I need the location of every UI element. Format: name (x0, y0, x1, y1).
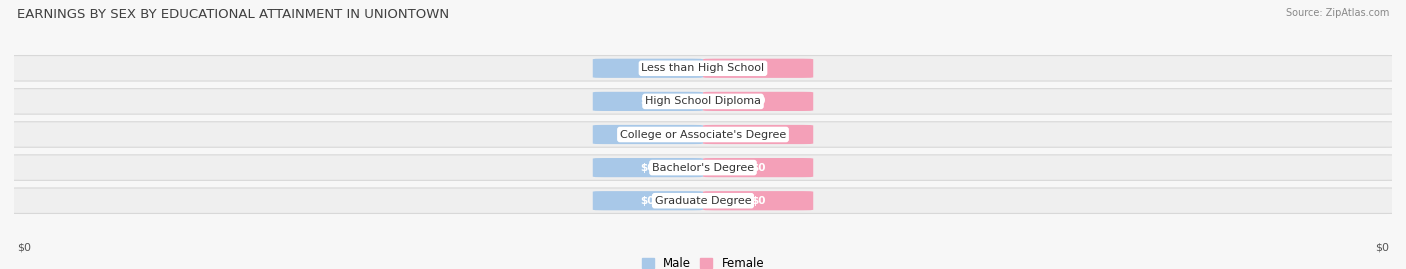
Text: Less than High School: Less than High School (641, 63, 765, 73)
FancyBboxPatch shape (0, 89, 1406, 114)
FancyBboxPatch shape (0, 188, 1406, 214)
Text: $0: $0 (751, 196, 765, 206)
Text: $0: $0 (1375, 243, 1389, 253)
Text: $0: $0 (17, 243, 31, 253)
Text: Source: ZipAtlas.com: Source: ZipAtlas.com (1285, 8, 1389, 18)
Legend: Male, Female: Male, Female (637, 253, 769, 269)
FancyBboxPatch shape (0, 55, 1406, 81)
FancyBboxPatch shape (593, 191, 703, 210)
FancyBboxPatch shape (703, 125, 813, 144)
Text: College or Associate's Degree: College or Associate's Degree (620, 129, 786, 140)
FancyBboxPatch shape (703, 92, 813, 111)
FancyBboxPatch shape (703, 59, 813, 78)
FancyBboxPatch shape (593, 158, 703, 177)
FancyBboxPatch shape (593, 125, 703, 144)
Text: $0: $0 (751, 162, 765, 173)
Text: Graduate Degree: Graduate Degree (655, 196, 751, 206)
Text: EARNINGS BY SEX BY EDUCATIONAL ATTAINMENT IN UNIONTOWN: EARNINGS BY SEX BY EDUCATIONAL ATTAINMEN… (17, 8, 449, 21)
Text: High School Diploma: High School Diploma (645, 96, 761, 107)
FancyBboxPatch shape (703, 158, 813, 177)
FancyBboxPatch shape (703, 191, 813, 210)
Text: $0: $0 (641, 129, 655, 140)
Text: $0: $0 (641, 63, 655, 73)
Text: $0: $0 (751, 96, 765, 107)
Text: $0: $0 (641, 96, 655, 107)
FancyBboxPatch shape (0, 122, 1406, 147)
FancyBboxPatch shape (593, 59, 703, 78)
Text: $0: $0 (751, 63, 765, 73)
FancyBboxPatch shape (0, 155, 1406, 180)
Text: $0: $0 (641, 196, 655, 206)
FancyBboxPatch shape (593, 92, 703, 111)
Text: $0: $0 (751, 129, 765, 140)
Text: $0: $0 (641, 162, 655, 173)
Text: Bachelor's Degree: Bachelor's Degree (652, 162, 754, 173)
